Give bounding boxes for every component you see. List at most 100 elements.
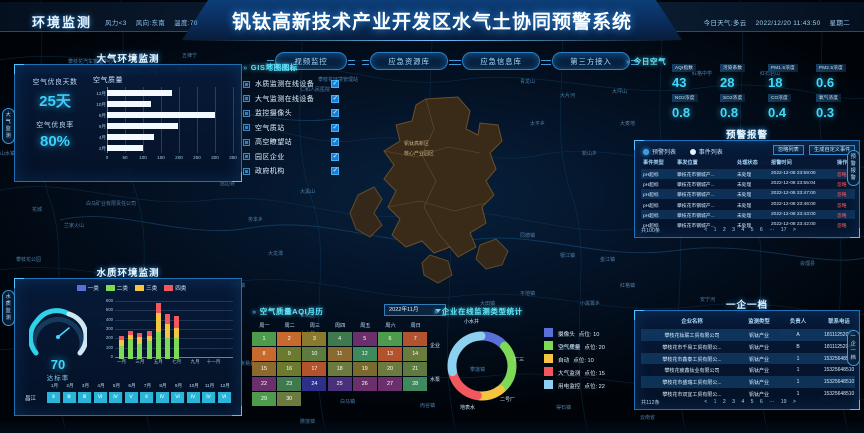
alert-table-row[interactable]: pH超标 攀枝花市钢城产... 未处理 2022-12-08 23:47:00 忽略 [641, 189, 855, 199]
owner-name: B [796, 343, 800, 350]
layer-toggle-checkbox[interactable] [331, 108, 339, 118]
gis-layer-row-2[interactable]: 监控摄像头 [243, 106, 348, 121]
layer-toggle-checkbox[interactable] [331, 137, 339, 147]
page-link[interactable]: 3 [732, 227, 736, 233]
calendar-day-cell[interactable]: 12 [352, 347, 377, 361]
enterprise-table-row[interactable]: 攀枝花疲鑫钛业有限公司 钒钛产业 1 15325648510 [641, 364, 855, 376]
alert-operation[interactable]: 忽略 [837, 193, 847, 199]
calendar-day-cell[interactable]: 18 [327, 362, 352, 376]
calendar-day-cell[interactable]: 16 [277, 362, 302, 376]
legend-value: 点位: 10 [573, 358, 594, 364]
calendar-day-cell[interactable]: 13 [378, 347, 402, 361]
enterprise-table-row[interactable]: 攀枝花市鑫泰工贸有限公... 钒钛产业 1 15325648510 [641, 352, 855, 365]
calendar-day-cell[interactable]: 19 [352, 362, 377, 376]
create-custom-event-button[interactable]: 生成自定义事件 [809, 144, 856, 155]
next-page-icon[interactable]: > [792, 399, 796, 405]
side-tab-大气监测[interactable]: 大 气 监 测 [2, 108, 15, 144]
calendar-day-cell[interactable]: 6 [378, 332, 402, 346]
calendar-day-cell[interactable]: 23 [277, 377, 302, 391]
calendar-day-cell[interactable]: 21 [403, 362, 428, 376]
alert-table-row[interactable]: pH超标 攀枝花市钢城产... 未处理 2022-12-08 23:46:00 忽略 [641, 200, 855, 210]
page-link[interactable]: 6 [759, 399, 763, 405]
calendar-day-cell[interactable]: 28 [403, 377, 428, 391]
enterprise-table-row[interactable]: 攀枝花市千易工贸有限公... 钒钛产业 B 18111252048 [641, 341, 855, 353]
page-link[interactable]: ··· [769, 399, 775, 405]
calendar-day-cell[interactable]: 20 [378, 362, 402, 376]
calendar-day-cell[interactable]: 29 [252, 392, 276, 406]
enterprise-table-row[interactable]: 攀枝花市双宜工贸有限公... 钒钛产业 1 15325648510 [641, 388, 855, 400]
page-link[interactable]: ··· [769, 227, 775, 233]
bar [107, 90, 172, 96]
calendar-day-cell[interactable]: 9 [277, 347, 302, 361]
page-link[interactable]: 1 [713, 227, 717, 233]
calendar-day-cell[interactable]: 2 [277, 332, 302, 346]
calendar-day-cell[interactable]: 27 [378, 377, 402, 391]
alert-table-row[interactable]: pH超标 攀枝花市钢城产... 未处理 2022-12-08 23:59:00 忽略 [641, 169, 855, 179]
enterprise-page-links[interactable]: <1 2 3 4 5 6 ··· 19 > [701, 399, 799, 405]
alert-operation[interactable]: 忽略 [837, 183, 847, 189]
layer-toggle-checkbox[interactable] [331, 166, 339, 176]
nav-button-视频监控[interactable]: 视频监控 [267, 52, 355, 70]
calendar-day-cell[interactable]: 10 [302, 347, 327, 361]
page-link[interactable]: 6 [759, 227, 763, 233]
enterprise-table-row[interactable]: 攀枝花钛联工贸有限公司 钒钛产业 A 18111252048 [641, 329, 855, 341]
gis-layer-row-0[interactable]: 水质监测在线设备 [243, 77, 348, 92]
alert-operation[interactable]: 忽略 [837, 213, 847, 219]
calendar-day-cell[interactable]: 22 [252, 377, 276, 391]
page-link[interactable]: 4 [741, 227, 745, 233]
monitor-type: 钒钛产业 [748, 368, 769, 375]
nav-button-应急信息库[interactable]: 应急信息库 [454, 52, 548, 70]
calendar-day-cell[interactable]: 5 [352, 332, 377, 346]
page-link[interactable]: 3 [732, 399, 736, 405]
calendar-day-cell[interactable]: 1 [252, 332, 276, 346]
calendar-day-cell[interactable]: 17 [302, 362, 327, 376]
side-tab-right-预警报警[interactable]: 预 警 报 警 [847, 150, 860, 186]
alert-page-links[interactable]: <1 2 3 4 5 6 ··· 17 > [701, 227, 799, 233]
next-page-icon[interactable]: > [792, 227, 796, 233]
side-tab-right-一企一档[interactable]: 一 企 一 档 [847, 330, 860, 366]
alert-table-row[interactable]: pH超标 攀枝花市钢城产... 未处理 2022-12-08 23:43:00 忽略 [641, 209, 855, 220]
gis-layer-row-1[interactable]: 大气监测在线设备 [243, 92, 348, 107]
alert-table-row[interactable]: pH超标 攀枝花市钢城产... 未处理 2022-12-08 23:55:04 忽略 [641, 179, 855, 189]
prev-page-icon[interactable]: < [704, 399, 708, 405]
page-link[interactable]: 4 [741, 399, 745, 405]
radio-warning-list[interactable]: 预警列表 [643, 149, 676, 156]
layer-toggle-checkbox[interactable] [331, 94, 339, 103]
page-link[interactable]: 2 [722, 227, 726, 233]
nav-button-第三方接入[interactable]: 第三方接入 [544, 52, 638, 70]
calendar-month-select[interactable]: 2022年11月 [384, 304, 446, 316]
gis-layer-row-6[interactable]: 政府机构 [243, 164, 348, 179]
enterprise-table-row[interactable]: 攀枝花市盛瑞工贸有限公... 钒钛产业 1 15325648510 [641, 376, 855, 388]
alert-operation[interactable]: 忽略 [837, 203, 847, 209]
calendar-day-cell[interactable]: 8 [252, 347, 276, 361]
calendar-day-cell[interactable]: 24 [302, 377, 327, 391]
calendar-day-cell[interactable]: 3 [302, 332, 327, 346]
calendar-day-cell[interactable]: 15 [252, 362, 276, 376]
gis-layer-row-4[interactable]: 高空瞭望站 [243, 135, 348, 150]
page-link[interactable]: 5 [750, 227, 754, 233]
calendar-day-cell[interactable]: 25 [327, 377, 352, 391]
calendar-day-cell[interactable]: 4 [327, 332, 352, 346]
page-link[interactable]: 1 [713, 399, 717, 405]
calendar-day-cell[interactable]: 7 [403, 332, 428, 346]
alert-time: 2022-12-08 23:55:04 [771, 181, 816, 187]
prev-page-icon[interactable]: < [704, 227, 708, 233]
nav-button-应急资源库[interactable]: 应急资源库 [362, 52, 456, 70]
layer-toggle-checkbox[interactable] [331, 123, 339, 132]
page-link[interactable]: 17 [780, 227, 787, 233]
layer-toggle-checkbox[interactable] [331, 152, 339, 161]
calendar-day-cell[interactable]: 26 [352, 377, 377, 391]
page-link[interactable]: 5 [750, 399, 754, 405]
calendar-day-cell[interactable]: 11 [327, 347, 352, 361]
calendar-day-cell[interactable]: 30 [277, 392, 302, 406]
gis-layer-row-3[interactable]: 空气质站 [243, 121, 348, 136]
side-tab-水质监测[interactable]: 水 质 监 测 [2, 290, 15, 326]
page-link[interactable]: 2 [722, 399, 726, 405]
calendar-day-cell[interactable]: 14 [403, 347, 428, 361]
gis-layer-row-5[interactable]: 园区企业 [243, 150, 348, 165]
page-link[interactable]: 19 [780, 399, 787, 405]
radio-event-list[interactable]: 事件列表 [689, 149, 723, 156]
ignore-list-button[interactable]: 忽略列表 [773, 144, 804, 155]
alert-operation[interactable]: 忽略 [837, 173, 847, 178]
layer-toggle-checkbox[interactable] [331, 79, 339, 89]
